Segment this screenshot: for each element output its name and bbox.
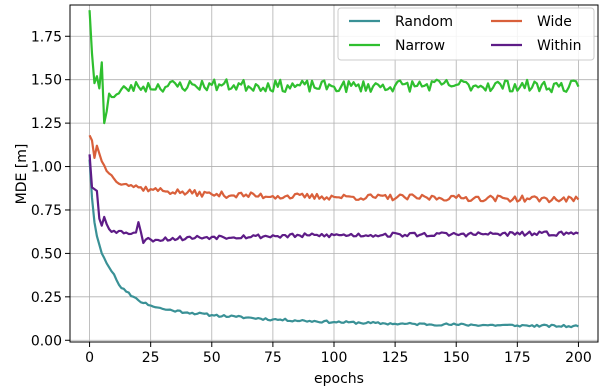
y-axis-label: MDE [m]	[14, 144, 30, 205]
series-line-wide	[88, 134, 580, 204]
series-line-within	[88, 154, 579, 245]
legend-label-wide: Wide	[537, 14, 572, 30]
y-tick-label: 0.00	[31, 333, 62, 349]
axis-ticks: 0 25 50 75 100 125 150 175 200 0.00 0.25 0.50 0.75 1.…	[31, 29, 592, 366]
x-tick-label: 175	[504, 350, 531, 366]
legend-label-narrow: Narrow	[395, 38, 445, 54]
legend: Random Narrow Wide Within	[337, 7, 595, 61]
x-tick-label: 75	[264, 350, 282, 366]
series-line-narrow	[88, 10, 580, 125]
legend-label-within: Within	[537, 38, 582, 54]
x-tick-label: 25	[142, 350, 160, 366]
legend-label-random: Random	[395, 14, 453, 30]
x-tick-label: 200	[565, 350, 592, 366]
x-tick-label: 150	[443, 350, 470, 366]
series-lines	[88, 10, 580, 329]
y-tick-label: 0.50	[31, 246, 62, 262]
grid	[70, 5, 598, 342]
y-tick-label: 0.75	[31, 203, 62, 219]
y-tick-label: 0.25	[31, 290, 62, 306]
x-tick-label: 50	[203, 350, 221, 366]
y-tick-label: 1.25	[31, 116, 62, 132]
x-tick-label: 125	[382, 350, 409, 366]
x-tick-label: 0	[85, 350, 94, 366]
x-axis-label: epochs	[314, 371, 364, 387]
y-tick-label: 1.00	[31, 160, 62, 176]
x-tick-label: 100	[321, 350, 348, 366]
legend-box	[337, 7, 595, 61]
y-tick-label: 1.75	[31, 29, 62, 45]
series-line-random	[88, 159, 579, 329]
y-tick-label: 1.50	[31, 73, 62, 89]
